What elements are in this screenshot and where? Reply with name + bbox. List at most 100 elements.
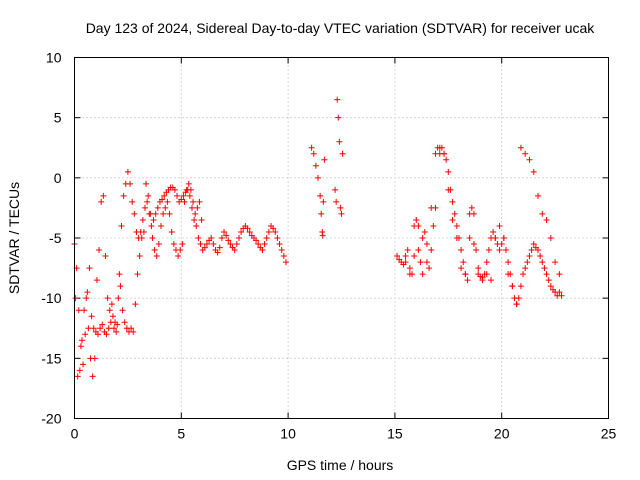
data-point [194, 204, 201, 211]
data-point [166, 210, 173, 217]
data-point [185, 180, 192, 187]
y-tick-labels: -20 -15 -10 -5 0 5 10 [41, 50, 61, 427]
data-point [175, 253, 182, 260]
data-point [132, 301, 139, 308]
data-point [466, 210, 473, 217]
x-tick-label: 10 [280, 426, 296, 442]
data-point [203, 241, 210, 248]
data-point [255, 241, 262, 248]
data-point [168, 228, 175, 235]
data-point [225, 237, 232, 244]
data-point [170, 241, 177, 248]
data-point [141, 204, 148, 211]
data-point [276, 241, 283, 248]
data-point [490, 228, 497, 235]
data-point [246, 228, 253, 235]
y-tick-label: -5 [49, 230, 62, 246]
data-point [180, 192, 187, 199]
data-point [148, 222, 155, 229]
data-point [161, 192, 168, 199]
data-point [419, 271, 426, 278]
data-point [406, 265, 413, 272]
data-point [530, 241, 537, 248]
data-point [496, 247, 503, 254]
y-tick-label: -10 [41, 290, 61, 306]
data-point [496, 222, 503, 229]
data-point [402, 253, 409, 260]
data-point [253, 237, 260, 244]
data-point [310, 150, 317, 157]
x-axis-label: GPS time / hours [287, 457, 394, 473]
data-point [86, 265, 93, 272]
data-point [129, 198, 136, 205]
data-point [436, 144, 443, 151]
data-point [105, 325, 112, 332]
data-point [108, 301, 115, 308]
data-point [272, 228, 279, 235]
data-point [91, 355, 98, 362]
data-point [451, 210, 458, 217]
data-point [515, 295, 522, 302]
data-point [117, 283, 124, 290]
data-point [115, 295, 122, 302]
data-point [404, 247, 411, 254]
data-point [144, 198, 151, 205]
data-point [90, 325, 97, 332]
data-point [149, 235, 156, 241]
data-point [449, 216, 456, 223]
data-point [139, 216, 146, 223]
data-point [505, 271, 512, 278]
plot-frame [74, 57, 609, 419]
data-point [81, 307, 88, 314]
data-point [492, 235, 499, 241]
x-tick-label: 25 [601, 426, 617, 442]
data-point [543, 216, 550, 223]
data-point [334, 96, 341, 103]
data-point [191, 216, 198, 223]
data-point [114, 321, 121, 328]
data-point [530, 168, 537, 175]
y-tick-label: -15 [41, 350, 61, 366]
data-point [411, 253, 418, 260]
data-point [278, 247, 285, 254]
data-point [244, 225, 251, 232]
data-point [556, 289, 563, 296]
x-tick-label: 5 [177, 426, 185, 442]
data-point [498, 241, 505, 248]
data-point [522, 150, 529, 157]
data-point [317, 192, 324, 199]
data-point [394, 253, 401, 260]
data-point [547, 283, 554, 290]
data-point [152, 210, 159, 217]
data-point [198, 216, 205, 223]
data-point [423, 259, 430, 266]
data-point [428, 247, 435, 254]
data-point [460, 259, 467, 266]
data-point [488, 277, 495, 284]
data-point [223, 232, 230, 239]
data-point [423, 241, 430, 248]
data-point [280, 253, 287, 260]
data-point [121, 319, 128, 326]
data-point [513, 301, 520, 308]
data-point [522, 265, 529, 272]
data-point [76, 367, 83, 374]
data-point [406, 271, 413, 278]
data-point [96, 247, 103, 254]
data-point [528, 247, 535, 254]
data-point [94, 331, 101, 338]
data-point [402, 259, 409, 266]
data-point [104, 295, 111, 302]
data-point [143, 180, 150, 187]
data-point [153, 253, 160, 260]
data-point [82, 331, 89, 338]
data-point [479, 277, 486, 284]
data-point [83, 295, 90, 302]
data-point [335, 114, 342, 121]
data-point [85, 325, 92, 332]
data-point [556, 271, 563, 278]
y-tick-label: 10 [46, 50, 62, 66]
data-point [333, 198, 340, 205]
chart-title: Day 123 of 2024, Sidereal Day-to-day VTE… [86, 20, 596, 36]
data-point [462, 271, 469, 278]
